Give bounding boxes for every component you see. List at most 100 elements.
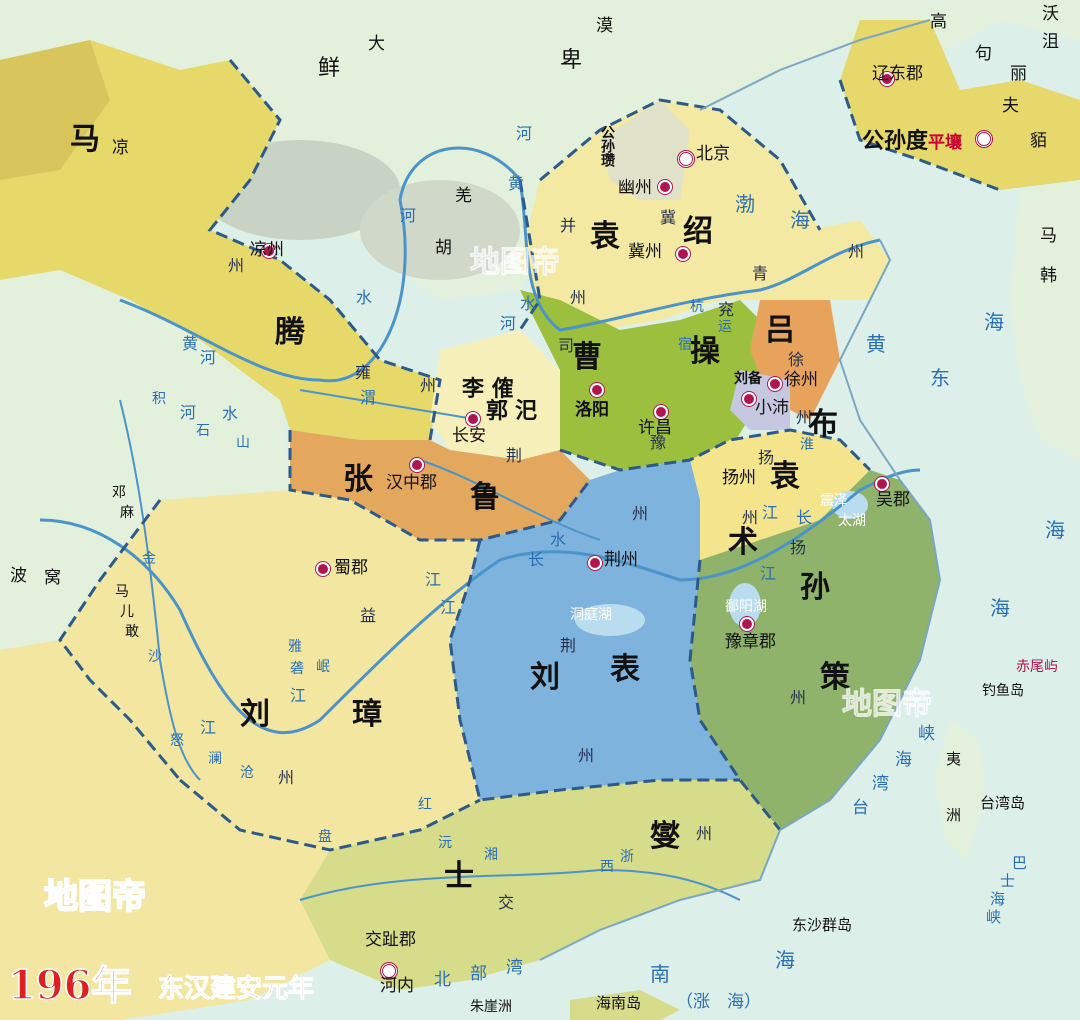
warlord-shi-xie-2: 燮 <box>650 819 680 854</box>
river-ji-stone-1: 积 <box>152 391 166 407</box>
city-dot-xuchang <box>654 405 668 419</box>
lake-dongting: 洞庭湖 <box>570 607 612 623</box>
lake-taihu: 太湖 <box>838 513 866 529</box>
river-xiang: 湘 <box>484 847 498 863</box>
river-jiang-4: 江 <box>762 503 779 522</box>
people-ma-er-3: 敢 <box>125 624 139 640</box>
river-he-4: 河 <box>180 403 197 422</box>
island-yi-zhou-2: 洲 <box>946 806 962 824</box>
city-dot-hanzhong <box>410 458 424 472</box>
city-hanei: 河内 <box>380 976 414 996</box>
river-yuan: 沅 <box>438 835 452 851</box>
warlord-yuan-shao-2: 绍 <box>683 214 713 249</box>
watermark-top: 地图帝 <box>470 245 561 280</box>
southwest-land <box>0 640 330 1020</box>
city-dot-liangzhou <box>262 244 276 258</box>
river-huanghe-2: 河 <box>516 124 533 143</box>
people-gaoju-3: 丽 <box>1010 64 1027 84</box>
warlord-guo-si-1: 郭 <box>486 398 509 424</box>
river-wei: 渭 <box>360 388 377 407</box>
warlord-shi-xie-1: 士 <box>444 859 474 894</box>
sea-beibuwan-3: 湾 <box>506 958 523 978</box>
sea-bohai-1: 渤 <box>735 192 755 216</box>
river-jiang-3: 江 <box>760 564 777 583</box>
island-diaoyudao: 钓鱼岛 <box>982 683 1024 699</box>
lake-poyang: 鄱阳湖 <box>725 599 767 615</box>
coastline <box>539 19 942 961</box>
people-wo: 窝 <box>44 568 61 588</box>
region-jing: 荆 <box>506 446 523 465</box>
people-ma-er-1: 马 <box>115 584 129 600</box>
people-woju-1: 沃 <box>1042 4 1059 24</box>
river-ji-stone-3: 山 <box>236 435 250 451</box>
people-woju-2: 沮 <box>1042 32 1059 52</box>
river-xi-1: 西 <box>600 859 614 875</box>
warlord-gongsun-du: 公孙度 <box>862 128 929 154</box>
people-mo: 漠 <box>596 16 613 36</box>
region-qing-zhou: 州 <box>848 242 865 261</box>
city-beijing: 北京 <box>696 144 730 164</box>
region-yong-zhou: 州 <box>420 376 437 395</box>
sea-donghai-2: 海 <box>1045 518 1065 542</box>
lake-zhenze: 震泽 <box>820 493 848 509</box>
warlord-zhang-lu-2: 鲁 <box>470 480 500 515</box>
city-pingrang: 平壤 <box>928 133 962 153</box>
border-north <box>518 179 542 331</box>
warlord-li-jue-1: 李 <box>462 376 485 402</box>
korea-land <box>1010 180 1080 460</box>
region-jing2-zhou: 州 <box>578 746 595 765</box>
island-taiwan: 台湾岛 <box>980 794 1026 812</box>
city-yuzhang: 豫章郡 <box>725 632 776 652</box>
western-plateau <box>0 270 290 650</box>
city-dot-jingzhou <box>588 556 602 570</box>
strait-taiwan-3: 海 <box>895 750 912 770</box>
city-liaodong: 辽东郡 <box>872 64 923 84</box>
warlord-zhang-lu-1: 张 <box>343 462 373 497</box>
border-liu-biao <box>448 539 740 802</box>
river-chang-2: 长 <box>796 508 813 527</box>
warlord-liu-zhang-2: 璋 <box>352 697 382 732</box>
river-jiang-6: 江 <box>290 686 307 705</box>
warlord-lu-bu-1: 吕 <box>765 313 795 348</box>
wei-river <box>299 389 481 421</box>
people-qiang: 羌 <box>455 186 472 206</box>
sea-nanhai-2: 海 <box>775 948 795 972</box>
island-hainan: 海南岛 <box>596 994 642 1012</box>
people-yi-wu: 夫 <box>1002 96 1019 116</box>
watermark-bottom-left: 地图帝 <box>43 877 147 917</box>
territory-gongsun-du <box>840 20 1080 190</box>
dongting-lake <box>575 604 645 636</box>
sea-huanghai-2: 海 <box>984 310 1004 334</box>
warlord-liu-biao-2: 表 <box>610 652 640 687</box>
people-da: 大 <box>368 34 385 54</box>
sea-zhanghai: （涨 海） <box>676 992 761 1012</box>
canal-2: 运 <box>718 319 732 335</box>
territory-ma-teng-south <box>0 40 110 180</box>
city-dot-xuzhou <box>768 377 782 391</box>
warlord-ma-teng-2: 腾 <box>275 315 305 350</box>
river-shui-4: 水 <box>550 530 567 549</box>
strait-bashi-1: 巴 <box>1012 854 1028 872</box>
territory-sun-ce <box>690 470 940 830</box>
yangtze-river <box>39 468 921 734</box>
river-jiang-1: 江 <box>425 570 442 589</box>
region-ma-han: 马 <box>1040 226 1057 246</box>
people-deng: 邓 <box>112 485 126 501</box>
river-shui-3: 水 <box>222 404 239 423</box>
han-river <box>419 459 601 541</box>
city-youzhou: 幽州 <box>618 178 652 198</box>
city-dot-pingrang <box>975 130 993 148</box>
island-yi-zhou-1: 夷 <box>946 750 962 768</box>
city-luoyang: 洛阳 <box>575 400 609 420</box>
people-gaoju-2: 句 <box>975 44 992 64</box>
city-dot-shujun <box>316 562 330 576</box>
city-xuzhou: 徐州 <box>784 370 818 390</box>
warlord-yuan-shu-1: 袁 <box>770 459 800 494</box>
river-yalong-2: 砻 <box>290 661 304 677</box>
strait-bashi-3: 海 <box>990 890 1006 908</box>
city-dot-wujun <box>875 477 889 491</box>
river-hui: 淮 <box>800 437 814 453</box>
region-xu-zhou: 州 <box>796 408 813 427</box>
people-ma: 麻 <box>120 505 134 521</box>
